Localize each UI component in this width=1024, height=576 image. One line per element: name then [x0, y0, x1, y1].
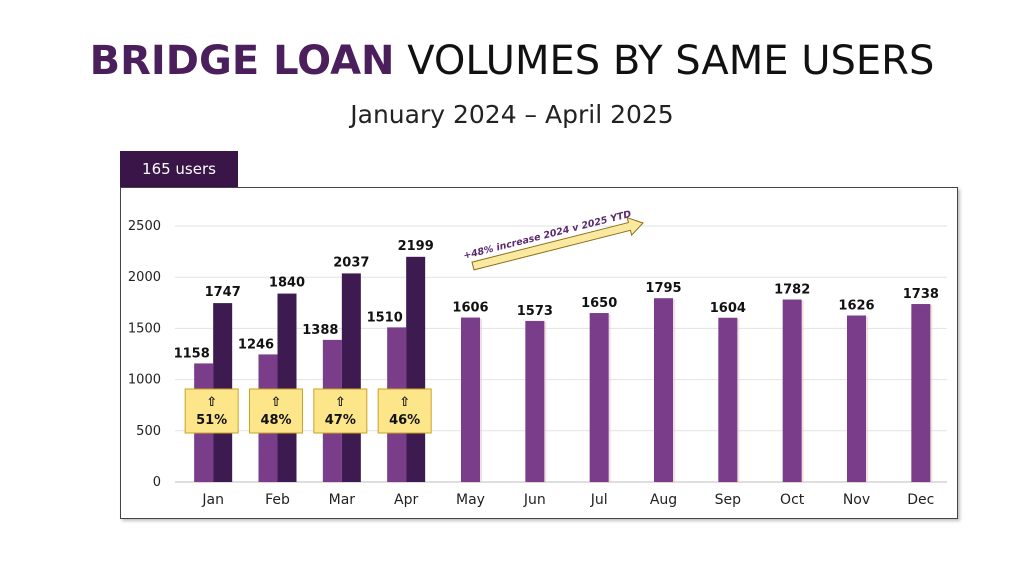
y-tick-label: 1500: [128, 321, 161, 336]
value-label: 1604: [710, 301, 746, 316]
percent-callout: [313, 388, 368, 434]
bar-2024: [654, 298, 673, 482]
users-count-tab: 165 users: [120, 151, 238, 187]
percent-callout: [249, 388, 303, 434]
value-label: 2037: [333, 255, 369, 270]
x-tick-label: Mar: [329, 492, 356, 508]
x-tick-label: Jan: [201, 492, 224, 508]
percent-callout: [184, 388, 239, 434]
bar-2024: [782, 299, 802, 482]
title-rest: VOLUMES BY SAME USERS: [407, 38, 935, 84]
value-label: 1158: [174, 346, 210, 361]
y-tick-label: 2500: [128, 219, 161, 234]
percent-label: 48%: [260, 413, 291, 428]
bar-2024: [461, 317, 480, 482]
bar-2024: [718, 317, 738, 482]
bar-chart: 0 500 1000 1500 2000 2500 1158 1747 Jan 1246 1840 F…: [128, 209, 947, 508]
value-label: 1510: [367, 310, 403, 325]
x-tick-label: May: [456, 492, 485, 508]
value-label: 1840: [269, 276, 305, 291]
up-arrow-icon: ⇧: [271, 395, 282, 410]
arrow-shape: [471, 216, 644, 271]
value-label: 1388: [302, 323, 338, 338]
bar-2024: [847, 315, 866, 482]
page-subtitle: January 2024 – April 2025: [350, 100, 674, 129]
chart-frame: 0 500 1000 1500 2000 2500 1158 1747 Jan 1246 1840 F…: [120, 187, 958, 519]
x-tick-label: Sep: [715, 492, 742, 508]
percent-label: 46%: [389, 413, 420, 428]
percent-label: 47%: [325, 413, 356, 428]
bar-2025: [341, 273, 361, 482]
up-arrow-icon: ⇧: [206, 395, 217, 410]
up-arrow-icon: ⇧: [399, 395, 410, 410]
value-label: 1573: [517, 304, 553, 319]
x-tick-label: Jun: [523, 492, 546, 508]
y-tick-label: 1000: [128, 373, 161, 388]
y-tick-label: 500: [136, 424, 161, 439]
y-tick-label: 2000: [128, 270, 161, 285]
x-tick-label: Jul: [590, 492, 608, 508]
x-tick-label: Dec: [907, 492, 934, 508]
bar-2025: [406, 256, 426, 482]
value-label: 1650: [581, 296, 617, 311]
value-label: 1606: [452, 301, 488, 316]
percent-callout: [377, 388, 432, 434]
value-label: 1795: [645, 281, 681, 296]
x-tick-label: Nov: [843, 492, 870, 508]
value-label: 1738: [903, 287, 939, 302]
x-tick-label: Aug: [650, 492, 677, 508]
y-tick-label: 0: [153, 475, 161, 490]
page-title: BRIDGE LOAN VOLUMES BY SAME USERS: [0, 38, 1024, 84]
bar-2024: [589, 313, 609, 482]
value-label: 1626: [838, 298, 874, 313]
x-tick-label: Apr: [394, 492, 418, 508]
bar-2025: [277, 293, 297, 482]
bar-2024: [911, 304, 931, 482]
x-tick-label: Oct: [780, 492, 805, 508]
x-tick-label: Feb: [265, 492, 290, 508]
value-label: 1246: [238, 337, 274, 352]
value-label: 2199: [398, 239, 434, 254]
up-arrow-icon: ⇧: [335, 395, 346, 410]
increase-arrow-icon: +48% increase 2024 v 2025 YTD: [462, 209, 644, 271]
percent-label: 51%: [196, 413, 227, 428]
value-label: 1747: [205, 285, 241, 300]
value-label: 1782: [774, 283, 810, 298]
bar-2024: [525, 320, 545, 482]
title-bold: BRIDGE LOAN: [89, 38, 395, 84]
